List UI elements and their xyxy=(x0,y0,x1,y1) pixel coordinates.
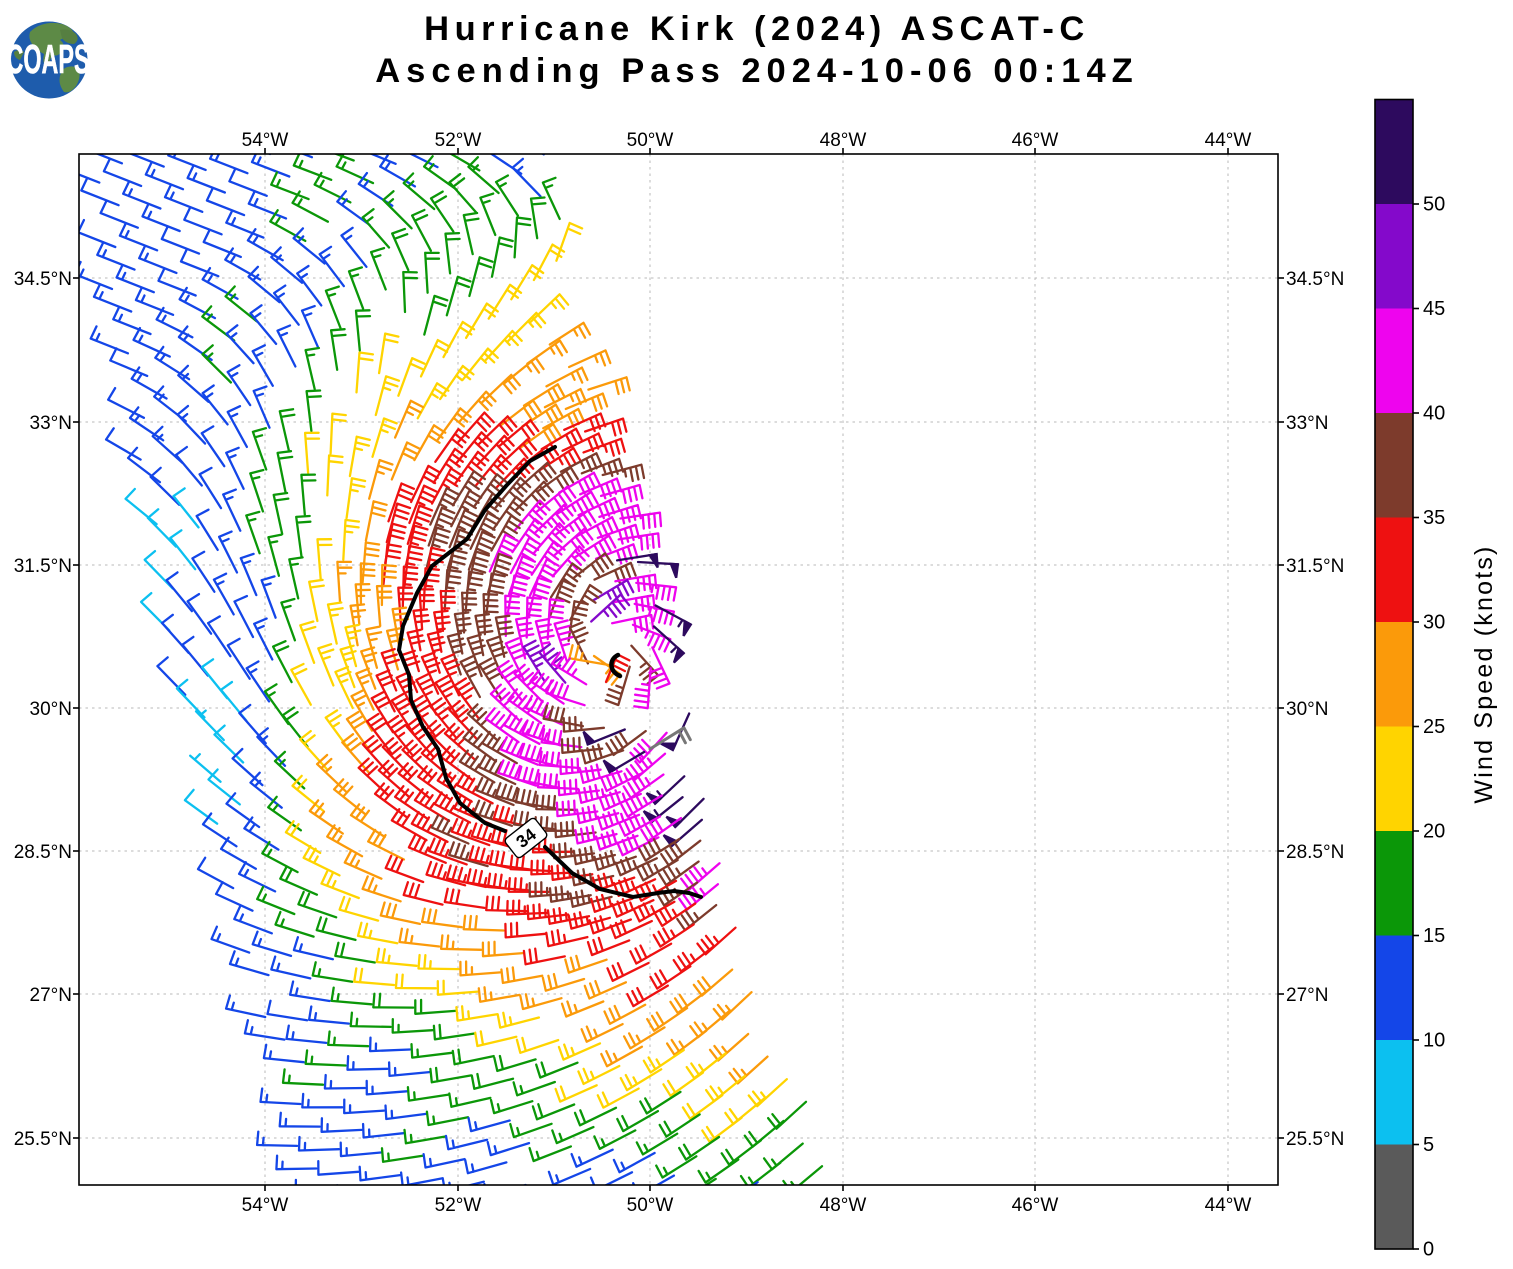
svg-text:54°W: 54°W xyxy=(242,130,289,151)
svg-text:48°W: 48°W xyxy=(820,1195,867,1216)
svg-text:52°W: 52°W xyxy=(435,130,482,151)
svg-text:44°W: 44°W xyxy=(1205,130,1252,151)
svg-text:45: 45 xyxy=(1423,298,1445,320)
svg-text:50: 50 xyxy=(1423,194,1445,216)
svg-text:Wind Speed (knots): Wind Speed (knots) xyxy=(1470,544,1498,803)
svg-text:33°N: 33°N xyxy=(1286,413,1328,434)
svg-text:30°N: 30°N xyxy=(30,699,72,720)
svg-text:25.5°N: 25.5°N xyxy=(14,1129,72,1150)
svg-text:27°N: 27°N xyxy=(1286,985,1328,1006)
svg-text:15: 15 xyxy=(1423,925,1445,947)
svg-text:50°W: 50°W xyxy=(627,130,674,151)
svg-text:33°N: 33°N xyxy=(30,413,72,434)
svg-text:30: 30 xyxy=(1423,612,1445,634)
svg-text:5: 5 xyxy=(1423,1134,1434,1156)
svg-text:31.5°N: 31.5°N xyxy=(1286,556,1344,577)
svg-text:46°W: 46°W xyxy=(1012,130,1059,151)
svg-text:46°W: 46°W xyxy=(1012,1195,1059,1216)
svg-text:COAPS: COAPS xyxy=(6,37,89,82)
svg-text:44°W: 44°W xyxy=(1205,1195,1252,1216)
svg-text:40: 40 xyxy=(1423,403,1445,425)
svg-text:35: 35 xyxy=(1423,507,1445,529)
svg-text:25: 25 xyxy=(1423,716,1445,738)
svg-text:28.5°N: 28.5°N xyxy=(14,842,72,863)
svg-text:25.5°N: 25.5°N xyxy=(1286,1129,1344,1150)
svg-text:Ascending Pass 2024-10-06 00:1: Ascending Pass 2024-10-06 00:14Z xyxy=(375,52,1138,90)
svg-text:34.5°N: 34.5°N xyxy=(14,269,72,290)
svg-text:50°W: 50°W xyxy=(627,1195,674,1216)
svg-text:54°W: 54°W xyxy=(242,1195,289,1216)
svg-text:30°N: 30°N xyxy=(1286,699,1328,720)
svg-text:31.5°N: 31.5°N xyxy=(14,556,72,577)
svg-text:52°W: 52°W xyxy=(435,1195,482,1216)
svg-text:Hurricane Kirk (2024) ASCAT-C: Hurricane Kirk (2024) ASCAT-C xyxy=(424,10,1090,48)
svg-text:10: 10 xyxy=(1423,1030,1445,1052)
svg-text:27°N: 27°N xyxy=(30,985,72,1006)
svg-text:0: 0 xyxy=(1423,1239,1434,1261)
svg-text:48°W: 48°W xyxy=(820,130,867,151)
svg-text:34.5°N: 34.5°N xyxy=(1286,269,1344,290)
svg-text:20: 20 xyxy=(1423,821,1445,843)
svg-text:28.5°N: 28.5°N xyxy=(1286,842,1344,863)
